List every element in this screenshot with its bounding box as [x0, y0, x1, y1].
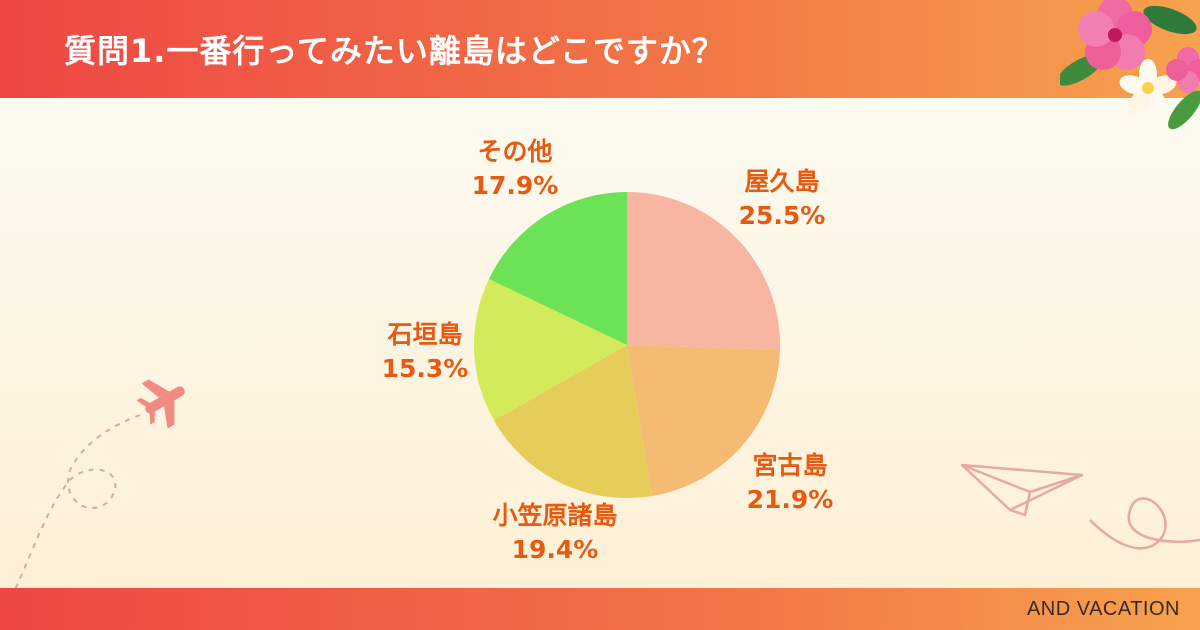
footer-banner — [0, 588, 1200, 630]
slice-value-label: 17.9% — [472, 171, 559, 200]
slice-category-label: 石垣島 — [386, 320, 462, 349]
pie-slice — [627, 192, 780, 350]
slice-value-label: 25.5% — [739, 201, 826, 230]
header-banner — [0, 0, 1200, 98]
slice-category-label: 宮古島 — [752, 451, 827, 480]
slice-category-label: その他 — [477, 137, 552, 166]
page-title: 質問1.一番行ってみたい離島はどこですか？ — [64, 32, 725, 70]
slice-value-label: 19.4% — [512, 535, 599, 564]
pie-slice — [627, 345, 780, 496]
hibiscus-flower-icon — [1060, 0, 1200, 130]
pie-slice — [493, 345, 652, 498]
slice-category-label: 屋久島 — [744, 167, 819, 196]
slice-category-label: 小笠原諸島 — [492, 501, 617, 530]
pie-slice — [488, 192, 627, 345]
brand-name: AND VACATION — [1026, 598, 1180, 620]
slice-value-label: 15.3% — [382, 354, 469, 383]
pie-slice — [474, 278, 627, 421]
slice-value-label: 21.9% — [747, 485, 834, 514]
